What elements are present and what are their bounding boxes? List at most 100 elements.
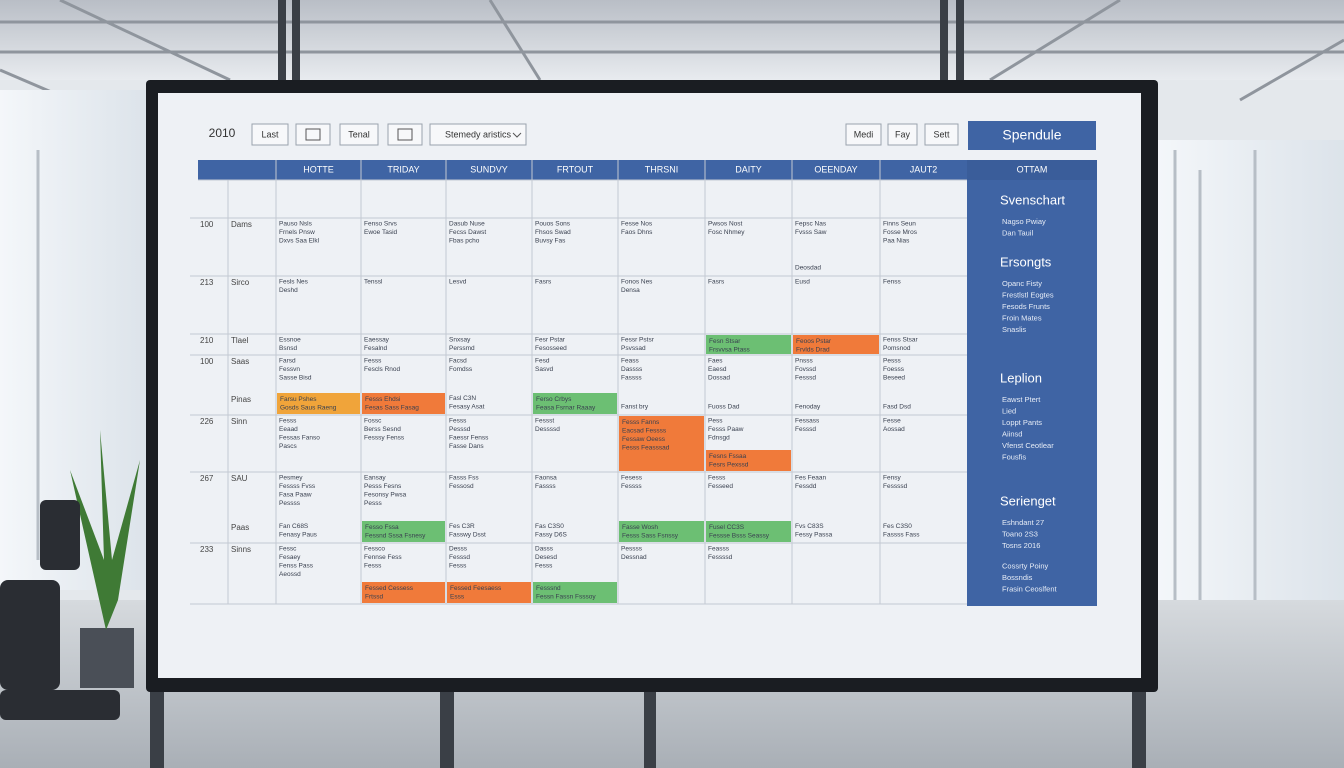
cell-text: Fessss: [621, 483, 642, 490]
toolbar-button[interactable]: [339, 123, 379, 146]
column-header: DAITY: [735, 164, 762, 174]
cell-foot-text: Fanst bry: [621, 403, 649, 410]
plant: [70, 430, 140, 688]
header-bar: [198, 160, 967, 180]
event-text: Feoos Pstar: [796, 338, 832, 345]
event-block[interactable]: [277, 393, 360, 414]
toolbar-button[interactable]: [887, 123, 918, 146]
cell-text: Fesalnd: [364, 345, 388, 352]
cell-foot-text: Deosdad: [795, 264, 821, 271]
sidebar-text: Bossndis: [1002, 573, 1033, 582]
cell-text: Dessssd: [535, 426, 560, 433]
event-text: Fesss Feasssad: [622, 444, 670, 451]
cell-text: Pomsnod: [883, 345, 911, 352]
event-block[interactable]: [793, 335, 879, 354]
event-block[interactable]: [533, 393, 617, 414]
cell-text: Sasse Bisd: [279, 375, 312, 382]
cell-foot-text: Fenasy Paus: [279, 531, 318, 538]
cell-text: Fesls Nes: [279, 279, 309, 286]
toolbar-button[interactable]: [251, 123, 289, 146]
cell-text: Faonsa: [535, 475, 557, 482]
cell-text: Fasrs: [708, 279, 725, 286]
cell-text: Bsnsd: [279, 345, 297, 352]
sidebar: [967, 160, 1097, 606]
event-text: Frtssd: [365, 593, 383, 600]
cell-text: Desss: [449, 546, 468, 553]
row-sublabel: Paas: [231, 523, 249, 532]
event-block[interactable]: [533, 582, 617, 603]
event-block[interactable]: [619, 416, 704, 471]
icon-buttons[interactable]: [295, 123, 423, 146]
cell-text: Fessvn: [279, 366, 300, 373]
icon: [397, 128, 413, 141]
primary-button[interactable]: [968, 121, 1096, 150]
toolbar-button-label: Fay: [895, 129, 911, 139]
stand: [150, 0, 1146, 768]
event-text: Fessse Bsss Seassy: [709, 532, 770, 539]
cell-text: Pnsss: [795, 358, 813, 365]
cell-text: Fesonsy Pwsa: [364, 492, 407, 499]
column-header: FRTOUT: [557, 164, 594, 174]
cell-text: Dessnad: [621, 554, 647, 561]
cell-text: Desesd: [535, 554, 557, 561]
row-time: 210: [200, 336, 214, 345]
cell-text: Faes: [708, 358, 723, 365]
cell-text: Facsd: [449, 358, 467, 365]
cell-text: Aeossd: [279, 571, 301, 578]
cell-text: Pesss Fesns: [364, 483, 402, 490]
cell-text: Fesse: [883, 418, 901, 425]
event-block[interactable]: [619, 521, 704, 542]
cell-text: Ewoe Tasid: [364, 229, 398, 236]
toolbar-button-label: Sett: [933, 129, 950, 139]
cell-text: Fossc: [364, 418, 382, 425]
row-time: 100: [200, 220, 214, 229]
cell-text: Lesvd: [449, 279, 467, 286]
event-block[interactable]: [362, 393, 445, 414]
window-frames: [36, 150, 1257, 640]
cell-text: Fesssd: [795, 375, 816, 382]
cell-text: Densa: [621, 287, 640, 294]
cell-text: Pouos Sons: [535, 221, 571, 228]
cell-text: Dossad: [708, 375, 730, 382]
cell-text: Fesss Paaw: [708, 426, 744, 433]
sidebar-text: Lied: [1002, 406, 1016, 415]
event-text: Fessn Fassn Fsssoy: [536, 593, 596, 600]
toolbar-button-label: Medi: [854, 129, 874, 139]
sidebar-text: Eshndant 27: [1002, 518, 1044, 527]
cell-text: Fesss: [708, 475, 726, 482]
event-text: Esss: [450, 593, 465, 600]
sidebar-title: Svenschart: [1000, 192, 1065, 207]
event-block[interactable]: [447, 582, 531, 603]
sidebar-header-text: OTTAM: [1017, 164, 1048, 174]
event-block[interactable]: [706, 521, 791, 542]
event-text: Eacsad Fessss: [622, 427, 667, 434]
event-block[interactable]: [706, 450, 791, 471]
sidebar-text: Frestlstl Eogtes: [1002, 290, 1054, 299]
toolbar-button[interactable]: [924, 123, 959, 146]
event-text: Feasa Fsrnar Raaay: [536, 404, 596, 411]
row-sublabel: Pinas: [231, 395, 251, 404]
cell-text: Faessr Fenss: [449, 435, 489, 442]
cell-text: Pwsos Nost: [708, 221, 743, 228]
event-block[interactable]: [706, 335, 791, 354]
toolbar-button[interactable]: [845, 123, 882, 146]
event-block[interactable]: [362, 582, 445, 603]
sidebar-text: Opanc Fisty: [1002, 279, 1042, 288]
icon-button[interactable]: [387, 123, 423, 146]
row-time: 226: [200, 417, 214, 426]
event-text: Fesn Stsar: [709, 338, 741, 345]
dropdown[interactable]: [429, 123, 527, 146]
cell-text: Tenssl: [364, 279, 383, 286]
cell-text: Fesss: [364, 358, 382, 365]
event-block[interactable]: [362, 521, 445, 542]
cell-foot-text: Fessy Passa: [795, 531, 833, 538]
cell-foot-text: Fas C3S0: [535, 523, 564, 530]
toolbar-button-label: Last: [261, 129, 279, 139]
sidebar-text: Vfenst Ceotlear: [1002, 441, 1054, 450]
event-text: Fesss Sass Fsnssy: [622, 532, 679, 539]
icon-button[interactable]: [295, 123, 331, 146]
cell-text: Fessas Fanso: [279, 435, 320, 442]
cell-text: Perssmd: [449, 345, 475, 352]
sidebar-text: Nagso Pwiay: [1002, 217, 1046, 226]
